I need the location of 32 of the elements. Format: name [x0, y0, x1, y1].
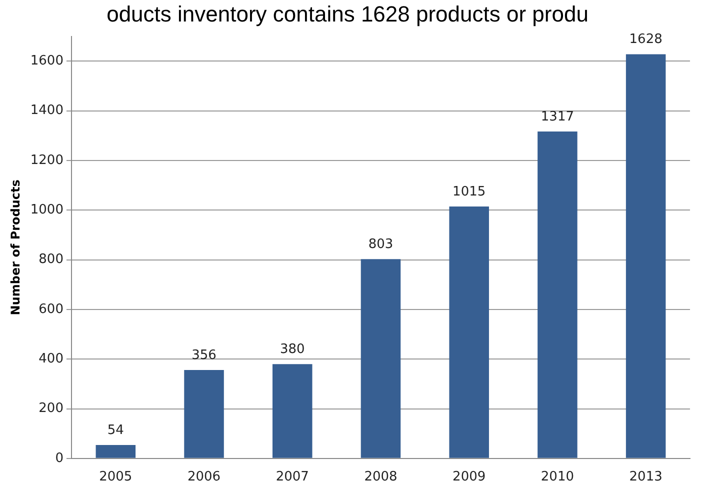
- bar: [626, 54, 666, 458]
- y-tick-label: 200: [38, 401, 64, 416]
- data-label: 1628: [629, 32, 662, 48]
- y-tick-label: 1400: [30, 103, 64, 118]
- bar: [538, 131, 578, 458]
- y-tick-label: 1200: [30, 152, 64, 168]
- y-tick-label: 800: [38, 252, 64, 268]
- x-tick-label: 2006: [187, 470, 221, 485]
- x-tick-label: 2013: [629, 470, 662, 485]
- data-label: 803: [368, 236, 394, 252]
- y-axis-title: Number of Products: [8, 180, 22, 316]
- x-tick-label: 2008: [364, 470, 398, 485]
- x-tick-label: 2005: [99, 470, 132, 485]
- bar: [96, 444, 136, 458]
- data-label: 1015: [452, 184, 486, 200]
- bar: [184, 370, 224, 458]
- data-label: 380: [280, 342, 305, 357]
- y-tick-label: 0: [55, 450, 64, 466]
- y-tick-label: 1000: [30, 202, 64, 218]
- y-tick-label: 400: [38, 351, 64, 366]
- data-label: 54: [107, 422, 124, 438]
- data-label: 356: [192, 348, 216, 363]
- x-tick-label: 2007: [276, 470, 309, 485]
- y-tick-label: 600: [38, 302, 64, 317]
- bar: [449, 206, 489, 458]
- bar: [272, 364, 312, 458]
- x-tick-label: 2010: [540, 470, 574, 485]
- chart-title: oducts inventory contains 1628 products or produ: [106, 1, 588, 26]
- data-label: 1317: [540, 109, 574, 124]
- y-tick-label: 1600: [30, 54, 64, 69]
- x-tick-label: 2009: [452, 470, 486, 485]
- bar: [360, 259, 401, 458]
